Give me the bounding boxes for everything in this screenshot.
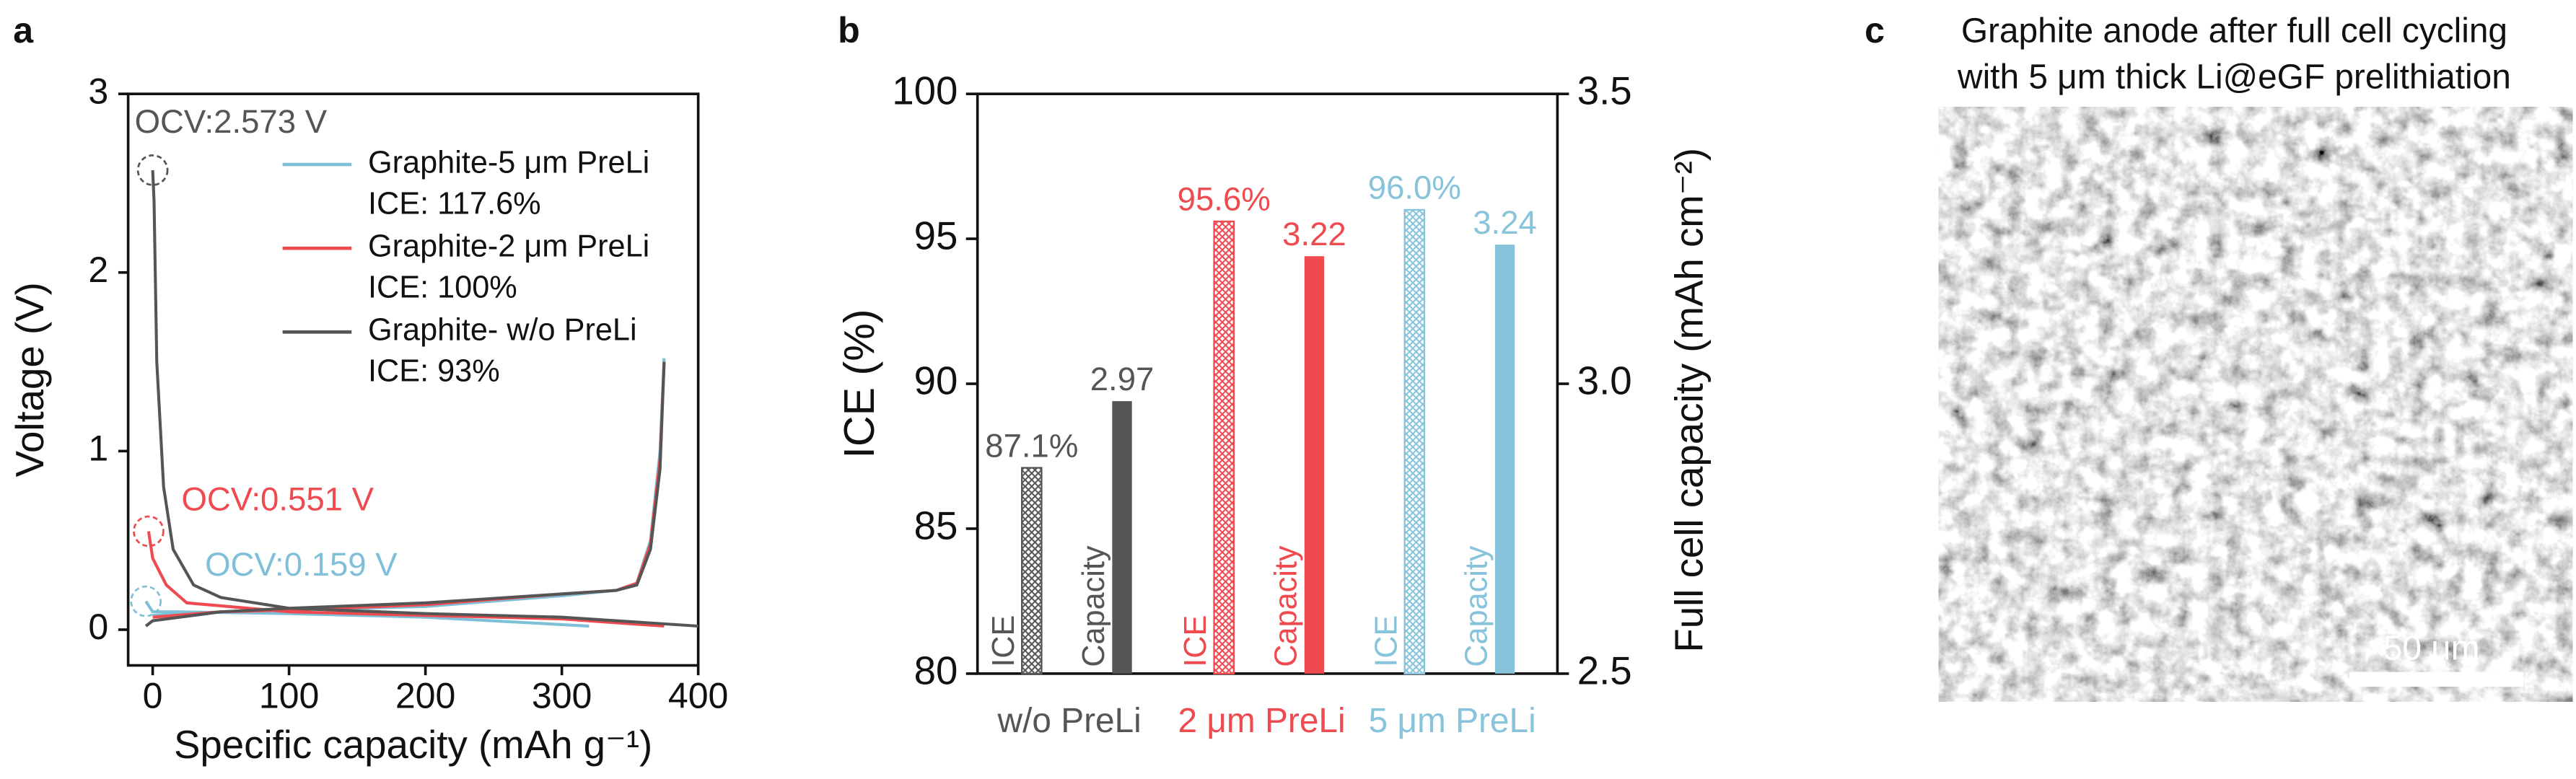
legend-note: ICE: 100%: [368, 270, 517, 305]
ocv-marker: [130, 585, 162, 617]
bar-series-label: ICE: [1369, 615, 1403, 667]
legend-label: Graphite-5 μm PreLi: [368, 146, 649, 180]
bar: [1304, 256, 1325, 674]
x-tick-label: 400: [668, 675, 729, 716]
value-label: 2.97: [1090, 361, 1155, 397]
bar-series-label: Capacity: [1077, 545, 1111, 667]
image-title: with 5 μm thick Li@eGF prelithiation: [1957, 58, 2511, 96]
bar: [1403, 208, 1426, 675]
legend-note: ICE: 117.6%: [368, 186, 541, 221]
legend-label: Graphite-2 μm PreLi: [368, 229, 649, 264]
x-category-label: 2 μm PreLi: [1178, 702, 1346, 740]
ocv-marker: [136, 154, 169, 186]
value-label: 3.24: [1473, 204, 1537, 241]
y-tick-label: 2: [88, 250, 108, 290]
y-tick-label: 0: [88, 607, 108, 647]
bar-series-label: ICE: [1178, 615, 1213, 667]
y-tick-label: 90: [914, 358, 958, 402]
image-title: Graphite anode after full cell cycling: [1961, 12, 2507, 50]
y-tick-label: 80: [914, 648, 958, 692]
bar: [1494, 245, 1515, 674]
ocv-annotation: OCV:0.159 V: [205, 546, 398, 583]
x-axis-title: Specific capacity (mAh g⁻¹): [174, 723, 652, 767]
x-tick-label: 300: [532, 675, 592, 716]
scale-bar: [2349, 672, 2524, 687]
axes-frame: [126, 92, 700, 667]
value-label: 87.1%: [985, 427, 1078, 464]
x-tick-label: 100: [259, 675, 320, 716]
y2-tick-label: 3.0: [1577, 358, 1632, 402]
y-tick-label: 85: [914, 503, 958, 547]
ocv-annotation: OCV:0.551 V: [181, 481, 374, 518]
ocv-marker: [133, 515, 165, 547]
y-axis-title: ICE (%): [835, 309, 883, 458]
value-label: 95.6%: [1178, 181, 1271, 218]
bar-series-label: Capacity: [1269, 545, 1303, 667]
y-axis-title: Voltage (V): [8, 282, 52, 477]
y-tick-label: 3: [88, 71, 108, 111]
legend-label: Graphite- w/o PreLi: [368, 313, 637, 348]
x-category-label: 5 μm PreLi: [1369, 702, 1536, 740]
bar: [1112, 401, 1132, 674]
scale-bar-label: 50 μm: [2383, 630, 2480, 668]
value-label: 3.22: [1282, 216, 1346, 252]
x-tick-label: 200: [395, 675, 456, 716]
y-tick-label: 1: [88, 428, 108, 469]
panel-label: a: [13, 10, 34, 50]
x-tick-label: 0: [143, 675, 163, 716]
bar-series-label: Capacity: [1460, 545, 1494, 667]
y-tick-label: 95: [914, 214, 958, 258]
x-category-label: w/o PreLi: [997, 702, 1142, 740]
bar-series-label: ICE: [986, 615, 1021, 667]
bar: [1021, 467, 1043, 675]
value-label: 96.0%: [1368, 170, 1461, 206]
bar: [1213, 220, 1235, 675]
y-tick-label: 100: [892, 69, 958, 113]
panel-label: c: [1865, 10, 1885, 50]
legend-note: ICE: 93%: [368, 354, 500, 389]
panel-label: b: [838, 10, 860, 50]
ocv-annotation: OCV:2.573 V: [135, 103, 328, 140]
series-line: [144, 170, 698, 628]
y2-tick-label: 3.5: [1577, 69, 1632, 113]
sem-image: [1938, 107, 2573, 702]
y2-axis-title: Full cell capacity (mAh cm⁻²): [1668, 148, 1712, 653]
y2-tick-label: 2.5: [1577, 648, 1632, 692]
